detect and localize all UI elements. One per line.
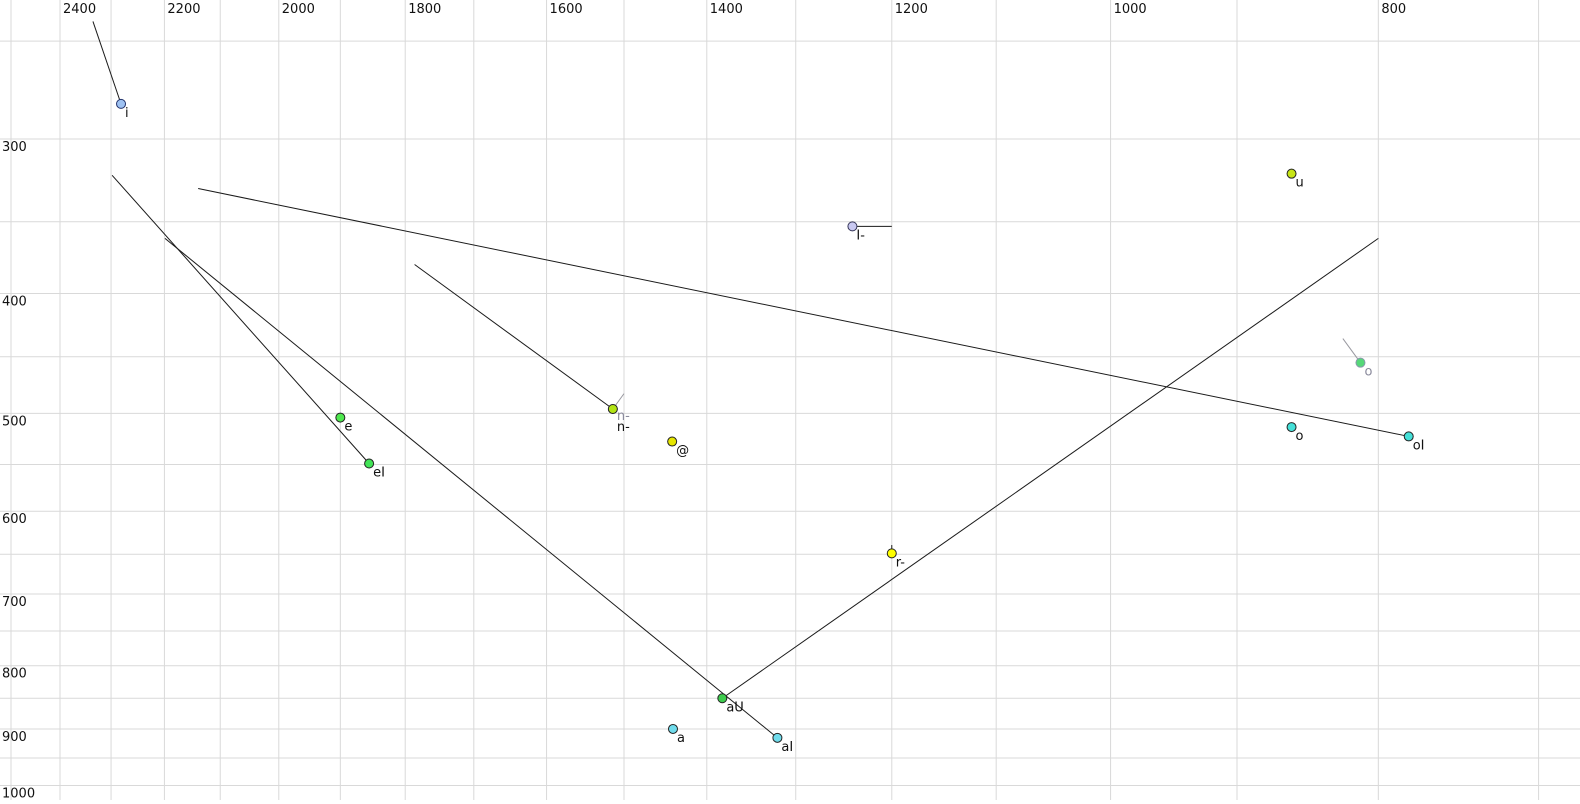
vowel-point-oI[interactable] — [1403, 431, 1414, 442]
vowel-label-@: @ — [676, 444, 689, 459]
vowel-point-i[interactable] — [116, 98, 127, 109]
x-tick-label: 1800 — [408, 2, 441, 17]
vowel-point-eI[interactable] — [364, 458, 375, 469]
vowel-label-a: a — [677, 731, 685, 746]
x-tick-label: 1600 — [550, 2, 583, 17]
y-tick-label: 700 — [2, 595, 27, 610]
vowel-label-i: i — [125, 106, 129, 121]
vowel-point-u[interactable] — [1286, 168, 1297, 179]
vowel-label-r-: r- — [896, 555, 906, 570]
vowel-point-@[interactable] — [667, 436, 678, 447]
vowel-label-aI: aI — [781, 740, 793, 755]
x-tick-label: 2000 — [282, 2, 315, 17]
vowel-point-o[interactable] — [1355, 357, 1366, 368]
x-tick-label: 1400 — [710, 2, 743, 17]
trajectory-line-aI — [164, 238, 778, 739]
x-tick-label: 2400 — [63, 2, 96, 17]
vowel-label-o: o — [1296, 429, 1304, 444]
vowel-label-n-: n- — [617, 420, 630, 435]
vowel-label-u: u — [1296, 176, 1304, 191]
y-tick-label: 800 — [2, 667, 27, 682]
y-tick-label: 1000 — [2, 787, 35, 800]
trajectory-line-aU — [722, 237, 1379, 699]
x-tick-label: 1200 — [895, 2, 928, 17]
vowel-label-e: e — [344, 420, 352, 435]
vowel-label-o: o — [1364, 365, 1372, 380]
vowel-point-aI[interactable] — [772, 732, 783, 743]
vowel-point-n-[interactable] — [607, 404, 618, 415]
trajectory-line-i — [92, 21, 122, 105]
vowel-point-e[interactable] — [335, 412, 346, 423]
vowel-point-r-[interactable] — [886, 548, 897, 559]
vowel-point-aU[interactable] — [717, 693, 728, 704]
vowel-label-eI: eI — [373, 466, 385, 481]
y-tick-label: 500 — [2, 414, 27, 429]
y-tick-label: 400 — [2, 294, 27, 309]
y-tick-label: 900 — [2, 730, 27, 745]
vowel-point-a[interactable] — [667, 723, 678, 734]
y-tick-label: 300 — [2, 140, 27, 155]
vowel-point-I-[interactable] — [847, 221, 858, 232]
trajectory-line-eI — [111, 174, 370, 464]
trajectory-line-n- — [414, 264, 614, 410]
vowel-label-aU: aU — [726, 700, 743, 715]
vowel-label-I-: I- — [856, 228, 865, 243]
vowel-label-oI: oI — [1413, 438, 1425, 453]
vowel-label-n-: n- — [617, 409, 630, 424]
x-tick-label: 1000 — [1114, 2, 1147, 17]
x-tick-label: 800 — [1381, 2, 1406, 17]
trajectory-line-oI — [198, 188, 1409, 437]
vowel-point-o[interactable] — [1286, 422, 1297, 433]
y-tick-label: 600 — [2, 512, 27, 527]
x-tick-label: 2200 — [167, 2, 200, 17]
